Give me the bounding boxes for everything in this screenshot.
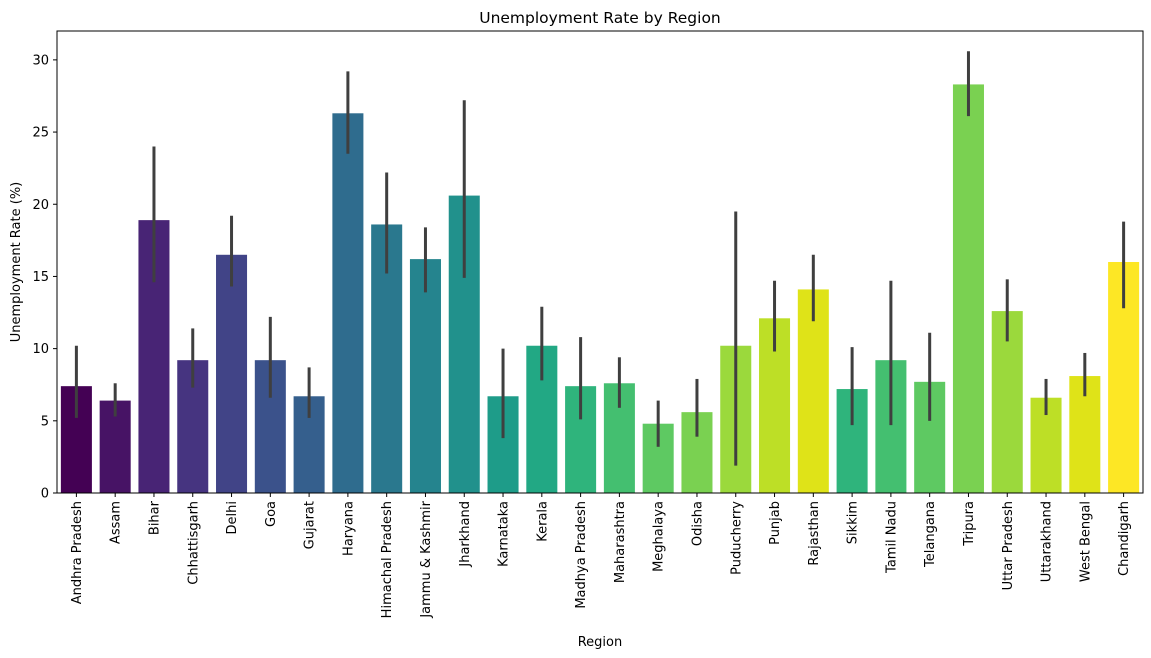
x-tick-label: West Bengal bbox=[1078, 501, 1093, 582]
x-tick-label: Odisha bbox=[690, 501, 705, 546]
x-tick-label: Telangana bbox=[923, 501, 938, 568]
bar bbox=[952, 84, 984, 493]
bar bbox=[332, 113, 364, 493]
x-tick-label: Delhi bbox=[225, 501, 240, 534]
x-tick-label: Maharashtra bbox=[613, 501, 628, 583]
y-tick-label: 0 bbox=[41, 487, 49, 502]
x-tick-label: Sikkim bbox=[846, 501, 861, 544]
x-tick-label: Tamil Nadu bbox=[884, 501, 899, 574]
bars-layer bbox=[60, 84, 1140, 493]
y-tick-label: 25 bbox=[32, 126, 49, 141]
chart-title: Unemployment Rate by Region bbox=[479, 9, 721, 27]
bar bbox=[409, 259, 441, 493]
x-tick-label: Himachal Pradesh bbox=[380, 501, 395, 618]
x-tick-label: Chandigarh bbox=[1117, 501, 1132, 576]
x-tick-label: Rajasthan bbox=[807, 501, 822, 566]
x-tick-label: Goa bbox=[264, 501, 279, 527]
x-tick-label: Madhya Pradesh bbox=[574, 501, 589, 609]
y-tick-label: 15 bbox=[32, 270, 49, 285]
x-tick-label: Assam bbox=[109, 501, 124, 544]
x-axis: Andhra Pradesh Assam Bihar Chhattisgarh Delh… bbox=[70, 493, 1132, 619]
y-tick-label: 20 bbox=[32, 198, 49, 213]
x-tick-label: Uttarakhand bbox=[1040, 501, 1055, 582]
x-tick-label: Bihar bbox=[147, 500, 162, 535]
bar bbox=[216, 254, 248, 493]
x-tick-label: Jharkhand bbox=[458, 501, 473, 568]
x-tick-label: Tripura bbox=[962, 501, 977, 547]
x-tick-label: Kerala bbox=[535, 501, 550, 542]
x-tick-label: Haryana bbox=[341, 501, 356, 556]
x-axis-label: Region bbox=[578, 635, 623, 650]
bar bbox=[797, 289, 829, 493]
error-bars-layer bbox=[74, 51, 1126, 466]
x-tick-label: Andhra Pradesh bbox=[70, 501, 85, 604]
y-axis: 0 5 10 15 20 25 30 bbox=[32, 53, 57, 502]
x-tick-label: Uttar Pradesh bbox=[1001, 501, 1016, 590]
y-tick-label: 5 bbox=[41, 414, 49, 429]
y-tick-label: 10 bbox=[32, 342, 49, 357]
x-tick-label: Punjab bbox=[768, 501, 783, 545]
x-tick-label: Karnataka bbox=[497, 501, 512, 567]
x-tick-label: Jammu & Kashmir bbox=[419, 500, 434, 618]
x-tick-label: Meghalaya bbox=[652, 501, 667, 572]
plot-frame bbox=[56, 30, 1144, 494]
x-tick-label: Gujarat bbox=[303, 501, 318, 549]
y-axis-label: Unemployment Rate (%) bbox=[9, 182, 24, 343]
x-tick-label: Chhattisgarh bbox=[186, 501, 201, 585]
x-tick-label: Puducherry bbox=[729, 501, 744, 575]
y-tick-label: 30 bbox=[32, 53, 49, 68]
